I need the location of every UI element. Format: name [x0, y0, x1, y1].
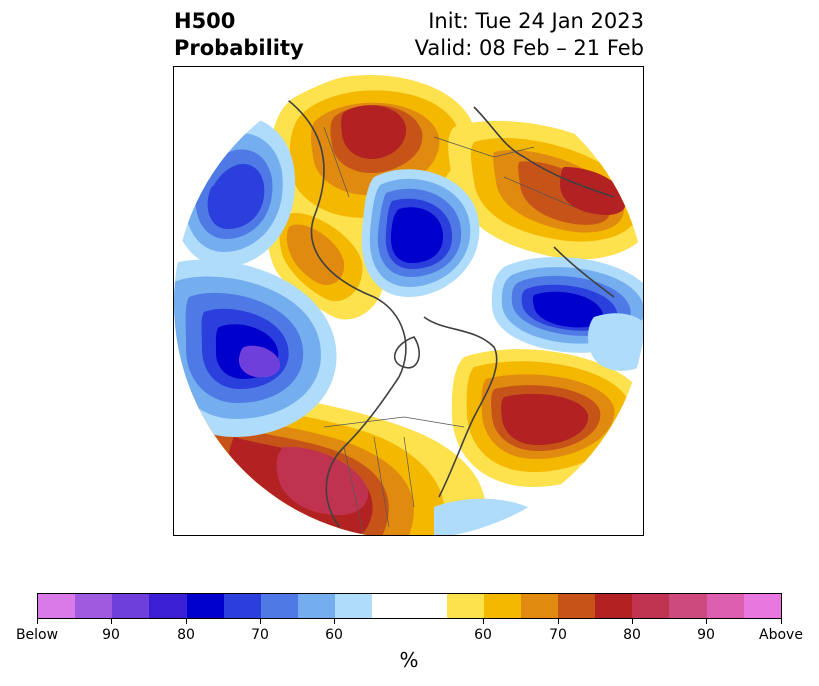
colorbar-segment — [483, 594, 521, 618]
colorbar-segment — [149, 594, 187, 618]
colorbar-tick-mark — [483, 619, 484, 624]
colorbar-tick-mark — [334, 619, 335, 624]
colorbar-segment — [297, 594, 336, 618]
colorbar-tick-mark — [260, 619, 261, 624]
colorbar-segment — [595, 594, 633, 618]
anomaly-polar-below — [361, 169, 480, 297]
init-date: Init: Tue 24 Jan 2023 — [428, 9, 644, 33]
colorbar-segment — [743, 594, 781, 618]
title-block: H500 Probability — [174, 8, 304, 62]
colorbar-tick-mark — [37, 619, 38, 624]
colorbar-tick-mark — [186, 619, 187, 624]
colorbar-segment — [372, 594, 410, 618]
valid-range: Valid: 08 Feb – 21 Feb — [414, 36, 644, 60]
anomaly-pacific-below-lower — [174, 259, 337, 437]
date-block: Init: Tue 24 Jan 2023 Valid: 08 Feb – 21… — [415, 8, 644, 62]
colorbar-segment — [669, 594, 707, 618]
colorbar-tick-label: 90 — [697, 627, 715, 643]
colorbar-segment — [706, 594, 744, 618]
colorbar-tick-label: 90 — [102, 627, 120, 643]
colorbar-segment — [112, 594, 150, 618]
title-line-1: H500 — [174, 9, 236, 33]
colorbar-segment — [260, 594, 298, 618]
colorbar-tick-mark — [781, 619, 782, 624]
map-panel — [173, 66, 644, 536]
colorbar-unit-label: % — [399, 648, 419, 672]
borders — [323, 126, 575, 535]
colorbar — [37, 593, 782, 619]
title-line-2: Probability — [174, 36, 304, 60]
colorbar-tick-mark — [111, 619, 112, 624]
probability-map — [174, 67, 643, 535]
colorbar-tick-label: 80 — [177, 627, 195, 643]
colorbar-tick-mark — [706, 619, 707, 624]
colorbar-tick-label: 70 — [549, 627, 567, 643]
colorbar-tick-label: 60 — [325, 627, 343, 643]
colorbar-segment — [38, 594, 76, 618]
colorbar-segment — [409, 594, 447, 618]
colorbar-tick-label: Above — [759, 627, 803, 643]
colorbar-tick-mark — [558, 619, 559, 624]
colorbar-tick-mark — [632, 619, 633, 624]
colorbar-tick-label: Below — [15, 627, 59, 643]
map-disk — [174, 67, 643, 535]
coastlines — [283, 96, 615, 528]
colorbar-segment — [186, 594, 224, 618]
colorbar-segment — [223, 594, 261, 618]
colorbar-tick-label: 70 — [251, 627, 269, 643]
colorbar-segment — [520, 594, 558, 618]
colorbar-segment — [446, 594, 484, 618]
colorbar-tick-label: 60 — [474, 627, 492, 643]
colorbar-tick-label: 80 — [623, 627, 641, 643]
colorbar-segment — [75, 594, 113, 618]
colorbar-segment — [335, 594, 373, 618]
colorbar-segment — [557, 594, 596, 618]
colorbar-segment — [632, 594, 670, 618]
